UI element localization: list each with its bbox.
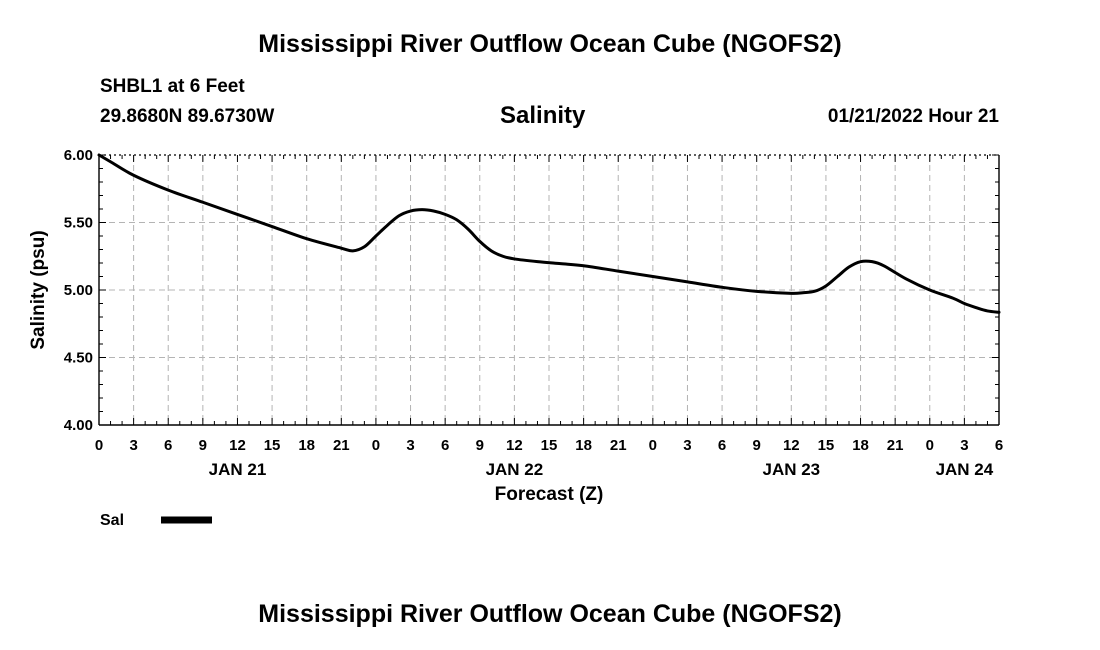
date-label: JAN 21 bbox=[209, 460, 267, 479]
y-tick-label: 5.00 bbox=[64, 282, 93, 299]
x-tick-label: 3 bbox=[960, 437, 968, 454]
legend-label: Sal bbox=[100, 512, 124, 529]
x-tick-label: 0 bbox=[649, 437, 657, 454]
x-tick-label: 18 bbox=[852, 437, 869, 454]
y-tick-label: 6.00 bbox=[64, 147, 93, 164]
x-tick-label: 9 bbox=[476, 437, 484, 454]
station-coordinates: 29.8680N 89.6730W bbox=[100, 106, 275, 127]
x-tick-label: 21 bbox=[610, 437, 627, 454]
x-tick-label: 12 bbox=[229, 437, 246, 454]
footer-title: Mississippi River Outflow Ocean Cube (NG… bbox=[258, 600, 842, 628]
x-tick-label: 6 bbox=[995, 437, 1003, 454]
x-tick-label: 0 bbox=[926, 437, 934, 454]
variable-title: Salinity bbox=[500, 102, 586, 129]
x-tick-label: 12 bbox=[783, 437, 800, 454]
date-label: JAN 23 bbox=[762, 460, 820, 479]
x-tick-label: 15 bbox=[541, 437, 558, 454]
x-tick-label: 18 bbox=[298, 437, 315, 454]
x-tick-label: 3 bbox=[129, 437, 137, 454]
grid-lines bbox=[99, 154, 999, 425]
x-tick-label: 15 bbox=[264, 437, 281, 454]
x-tick-label: 9 bbox=[753, 437, 761, 454]
station-label: SHBL1 at 6 Feet bbox=[100, 76, 245, 97]
y-tick-label: 4.50 bbox=[64, 350, 93, 367]
series-line-sal bbox=[97, 153, 1001, 314]
x-tick-label: 15 bbox=[818, 437, 835, 454]
x-tick-label: 0 bbox=[372, 437, 380, 454]
x-tick-label: 0 bbox=[95, 437, 103, 454]
x-tick-label: 9 bbox=[199, 437, 207, 454]
x-tick-label: 3 bbox=[406, 437, 414, 454]
x-tick-label: 3 bbox=[683, 437, 691, 454]
x-tick-label: 21 bbox=[887, 437, 904, 454]
x-tick-label: 6 bbox=[718, 437, 726, 454]
x-tick-label: 6 bbox=[441, 437, 449, 454]
series-layer bbox=[97, 153, 1001, 314]
y-tick-label: 4.00 bbox=[64, 417, 93, 434]
chart-title: Mississippi River Outflow Ocean Cube (NG… bbox=[258, 30, 842, 58]
axis-labels: 0 3 6 9 12 15 18 21 0 3 6 9 12 15 18 21 0 3 6 9 12 15 18 21 0 3 6 4… bbox=[64, 147, 1003, 479]
date-label: JAN 24 bbox=[936, 460, 994, 479]
x-axis-label: Forecast (Z) bbox=[495, 484, 604, 505]
y-tick-label: 5.50 bbox=[64, 215, 93, 232]
forecast-datetime: 01/21/2022 Hour 21 bbox=[827, 106, 999, 127]
y-axis-label: Salinity (psu) bbox=[28, 230, 49, 349]
date-label: JAN 22 bbox=[486, 460, 544, 479]
x-tick-label: 6 bbox=[164, 437, 172, 454]
x-tick-label: 12 bbox=[506, 437, 523, 454]
x-tick-label: 21 bbox=[333, 437, 350, 454]
axis-ticks bbox=[98, 154, 1000, 426]
x-tick-label: 18 bbox=[575, 437, 592, 454]
